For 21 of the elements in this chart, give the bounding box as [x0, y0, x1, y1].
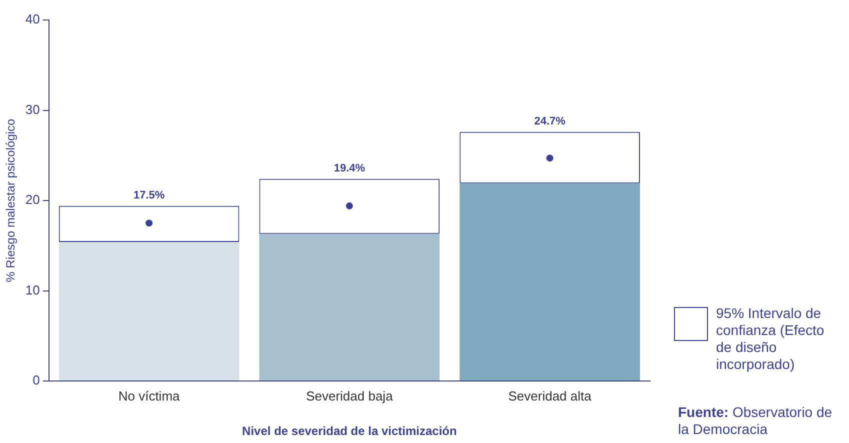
bar — [259, 234, 440, 380]
bar — [58, 242, 240, 380]
y-axis-title: % Riesgo malestar psicológico — [4, 118, 18, 282]
data-label: 24.7% — [534, 115, 566, 128]
point — [146, 220, 153, 227]
y-tick-label: 10 — [25, 282, 40, 298]
y-tick-label: 30 — [25, 102, 40, 117]
data-label: 19.4% — [334, 162, 366, 174]
x-tick-label: No víctima — [118, 388, 181, 404]
y-tick-label: 0 — [32, 372, 40, 388]
x-tick-label: Severidad alta — [508, 388, 592, 404]
x-tick-label: Severidad baja — [306, 388, 394, 404]
source-note: Fuente: Observatorio de la Democracia — [678, 404, 832, 437]
y-tick-label: 40 — [25, 12, 40, 27]
point — [546, 154, 554, 162]
data-label: 17.5% — [133, 189, 165, 202]
x-axis-title: Nivel de severidad de la victimización — [242, 424, 457, 438]
y-tick-label: 20 — [25, 192, 40, 208]
bar — [460, 183, 640, 380]
point — [346, 202, 353, 210]
text: 95% Intervalo de confianza (Efecto de diseño incorporado) — [716, 305, 826, 373]
